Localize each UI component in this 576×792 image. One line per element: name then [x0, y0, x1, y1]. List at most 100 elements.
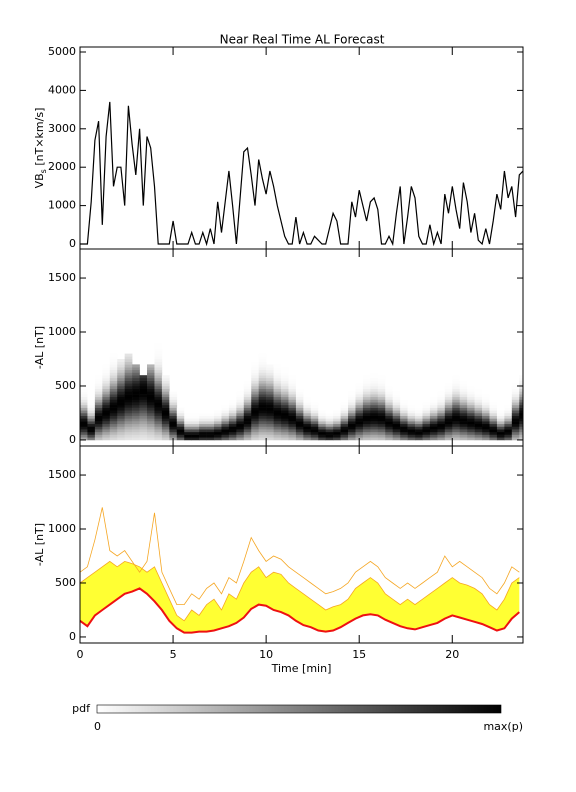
x-tick-label: 5: [170, 648, 177, 661]
density-cell: [377, 394, 386, 398]
density-cell: [258, 418, 267, 422]
density-cell: [169, 412, 178, 416]
density-cell: [511, 369, 520, 373]
density-cell: [132, 375, 140, 379]
density-cell: [258, 356, 267, 360]
density-cell: [377, 418, 386, 422]
density-cell: [362, 429, 371, 433]
density-cell: [251, 412, 259, 416]
density-cell: [221, 437, 230, 441]
density-cell: [80, 375, 88, 379]
density-cell: [214, 391, 222, 395]
density-cell: [132, 385, 140, 389]
density-cell: [362, 372, 371, 376]
density-cell: [109, 399, 118, 403]
density-cell: [370, 434, 379, 438]
density-cell: [489, 399, 498, 403]
density-cell: [385, 399, 394, 403]
density-cell: [109, 404, 118, 408]
density-cell: [340, 402, 349, 406]
density-cell: [228, 423, 237, 427]
density-cell: [102, 350, 111, 354]
density-cell: [392, 394, 401, 398]
density-cell: [139, 429, 148, 433]
y-tick-label: 1500: [48, 468, 76, 481]
density-cell: [109, 407, 118, 411]
density-cell: [429, 402, 438, 406]
density-cell: [444, 434, 453, 438]
density-cell: [504, 418, 513, 422]
density-cell: [355, 410, 364, 414]
density-cell: [80, 404, 88, 408]
density-cell: [370, 377, 379, 381]
density-cell: [377, 383, 386, 387]
y-axis-label: VBs [nT×km/s]: [33, 108, 48, 189]
density-cell: [504, 407, 513, 411]
density-cell: [161, 391, 170, 395]
density-cell: [94, 423, 103, 427]
density-cell: [295, 383, 304, 387]
density-cell: [228, 402, 237, 406]
density-cell: [407, 434, 416, 438]
density-cell: [191, 412, 200, 416]
density-cell: [206, 418, 215, 422]
density-cell: [288, 418, 297, 422]
density-cell: [385, 415, 394, 419]
density-cell: [102, 329, 111, 333]
density-cell: [392, 391, 401, 395]
density-cell: [191, 423, 200, 427]
density-cell: [258, 375, 267, 379]
density-cell: [482, 423, 490, 427]
density-cell: [154, 348, 163, 352]
density-cell: [385, 385, 394, 389]
density-cell: [325, 402, 334, 406]
density-cell: [519, 407, 523, 411]
density-cell: [109, 369, 118, 373]
density-cell: [504, 429, 513, 433]
density-cell: [221, 412, 230, 416]
density-cell: [385, 391, 394, 395]
density-cell: [333, 426, 341, 430]
density-cell: [407, 410, 416, 414]
density-cell: [370, 412, 379, 416]
density-cell: [161, 377, 170, 381]
density-cell: [87, 404, 96, 408]
density-cell: [109, 412, 118, 416]
density-cell: [467, 418, 475, 422]
density-cell: [273, 431, 282, 435]
density-cell: [80, 437, 88, 441]
density-cell: [504, 404, 513, 408]
density-cell: [452, 385, 461, 389]
density-cell: [102, 394, 111, 398]
density-cell: [511, 372, 520, 376]
density-cell: [400, 391, 408, 395]
density-cell: [482, 429, 490, 433]
density-cell: [318, 418, 326, 422]
density-cell: [94, 434, 103, 438]
density-cell: [258, 391, 267, 395]
y-tick-label: 2000: [48, 160, 76, 173]
density-cell: [94, 410, 103, 414]
density-cell: [407, 429, 416, 433]
density-cell: [80, 380, 88, 384]
density-cell: [348, 421, 356, 425]
density-cell: [206, 421, 215, 425]
density-cell: [214, 388, 222, 392]
density-cell: [258, 361, 267, 365]
density-cell: [377, 396, 386, 400]
density-cell: [94, 372, 103, 376]
density-cell: [489, 437, 498, 441]
density-cell: [266, 402, 274, 406]
density-cell: [94, 391, 103, 395]
density-cell: [139, 385, 148, 389]
density-cell: [117, 396, 125, 400]
density-cell: [429, 391, 438, 395]
density-cell: [407, 407, 416, 411]
density-cell: [452, 437, 461, 441]
density-cell: [348, 394, 356, 398]
density-cell: [132, 391, 140, 395]
density-cell: [333, 410, 341, 414]
density-cell: [109, 361, 118, 365]
density-cell: [147, 375, 155, 379]
density-cell: [288, 372, 297, 376]
